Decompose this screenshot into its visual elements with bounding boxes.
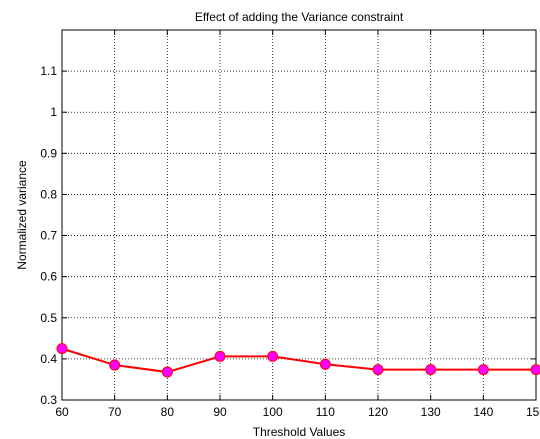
x-tick-label: 90 bbox=[213, 405, 227, 419]
x-tick-label: 140 bbox=[473, 405, 493, 419]
x-tick-label: 130 bbox=[421, 405, 441, 419]
plot-area-frame bbox=[61, 29, 537, 401]
chart-title: Effect of adding the Variance constraint bbox=[195, 10, 404, 24]
x-tick-label: 60 bbox=[55, 405, 69, 419]
y-tick-label: 0.6 bbox=[40, 270, 57, 284]
series-line bbox=[61, 347, 536, 374]
x-axis-title: Threshold Values bbox=[253, 425, 346, 439]
y-tick-label: 1.1 bbox=[40, 64, 57, 78]
y-axis-title: Normalized variance bbox=[15, 160, 29, 270]
data-point bbox=[530, 364, 540, 376]
x-tick-labels: 60 70 80 90 100 110 120 130 140 150 bbox=[55, 405, 540, 419]
x-tick-label: 110 bbox=[316, 405, 335, 419]
data-point bbox=[425, 364, 437, 376]
x-tick-label: 100 bbox=[263, 405, 283, 419]
y-tick-label: 0.3 bbox=[40, 393, 57, 407]
data-point bbox=[214, 350, 226, 362]
y-tick-label: 0.4 bbox=[40, 352, 57, 366]
y-tick-label: 0.5 bbox=[40, 311, 57, 325]
data-point bbox=[267, 350, 279, 362]
data-point bbox=[319, 358, 331, 370]
x-tick-label: 120 bbox=[368, 405, 388, 419]
data-point bbox=[161, 366, 173, 378]
data-point bbox=[477, 364, 489, 376]
x-tick-label: 80 bbox=[161, 405, 175, 419]
data-point bbox=[372, 364, 384, 376]
y-tick-label: 1 bbox=[50, 105, 57, 119]
y-tick-label: 0.8 bbox=[40, 187, 57, 201]
grid-lines bbox=[62, 30, 536, 400]
y-tick-label: 0.9 bbox=[40, 146, 57, 160]
series-layer bbox=[56, 343, 540, 378]
x-tick-label: 70 bbox=[108, 405, 122, 419]
y-tick-label: 0.7 bbox=[40, 229, 57, 243]
axis-ticks bbox=[61, 30, 537, 401]
x-tick-label: 150 bbox=[526, 405, 540, 419]
data-point bbox=[56, 343, 68, 355]
y-tick-labels: 0.3 0.4 0.5 0.6 0.7 0.8 0.9 1 1.1 bbox=[40, 64, 57, 407]
data-point bbox=[109, 359, 121, 371]
